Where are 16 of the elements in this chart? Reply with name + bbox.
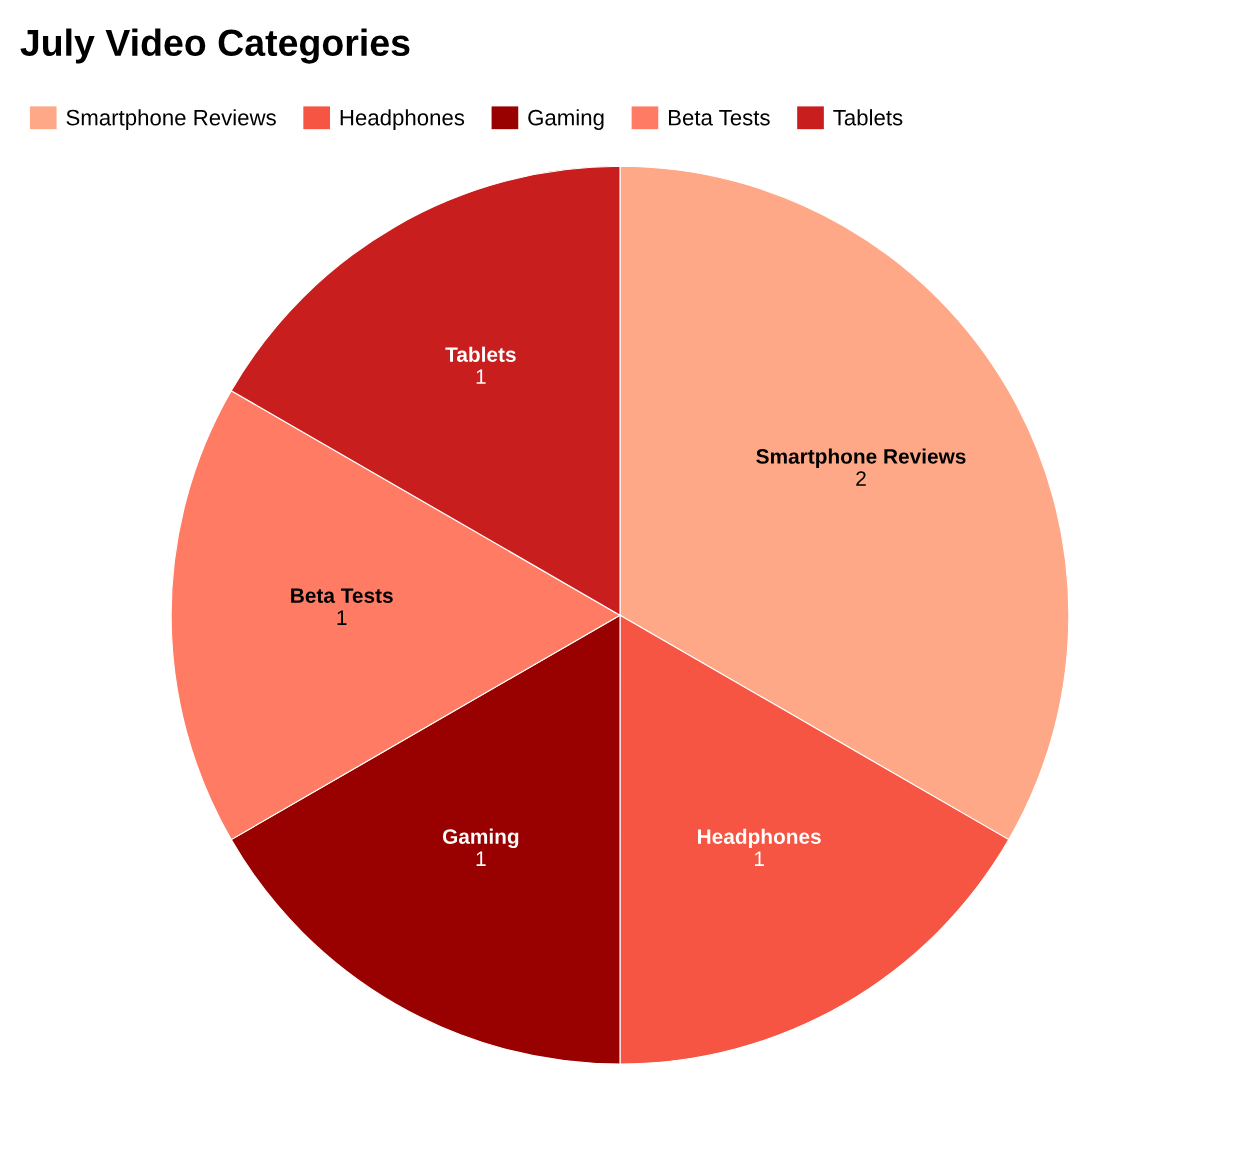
legend-label: Gaming bbox=[528, 109, 604, 130]
slice-label: Gaming bbox=[442, 828, 519, 849]
legend-label: Tablets bbox=[833, 109, 903, 126]
data-label: 2 bbox=[856, 471, 866, 486]
data-label: 1 bbox=[337, 610, 347, 625]
legend-label: Smartphone Reviews bbox=[66, 109, 276, 130]
slice-label: Tablets bbox=[445, 346, 516, 362]
legend-label: Beta Tests bbox=[668, 110, 770, 126]
data-label: 1 bbox=[476, 369, 486, 384]
slice-label: Headphones bbox=[698, 828, 821, 849]
chart-title: July Video Categories bbox=[20, 28, 410, 64]
slice-label: Beta Tests bbox=[291, 588, 393, 603]
data-label: 1 bbox=[476, 851, 486, 866]
legend-label: Headphones bbox=[340, 109, 465, 130]
slice-label: Smartphone Reviews bbox=[756, 448, 966, 468]
data-label: 1 bbox=[754, 851, 764, 866]
